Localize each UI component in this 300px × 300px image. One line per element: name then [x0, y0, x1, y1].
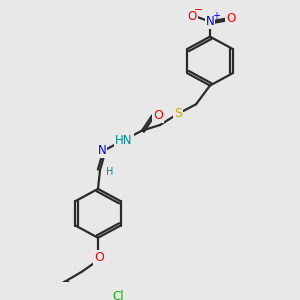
Text: N: N: [98, 144, 106, 157]
Text: Cl: Cl: [113, 290, 124, 300]
Text: O: O: [226, 12, 236, 25]
Text: O: O: [188, 11, 196, 23]
Text: S: S: [174, 107, 182, 120]
Text: H: H: [106, 167, 114, 177]
Text: HN: HN: [115, 134, 133, 146]
Text: O: O: [94, 251, 104, 264]
Text: N: N: [206, 15, 214, 28]
Text: −: −: [194, 5, 204, 15]
Text: +: +: [212, 11, 220, 21]
Text: O: O: [153, 109, 163, 122]
